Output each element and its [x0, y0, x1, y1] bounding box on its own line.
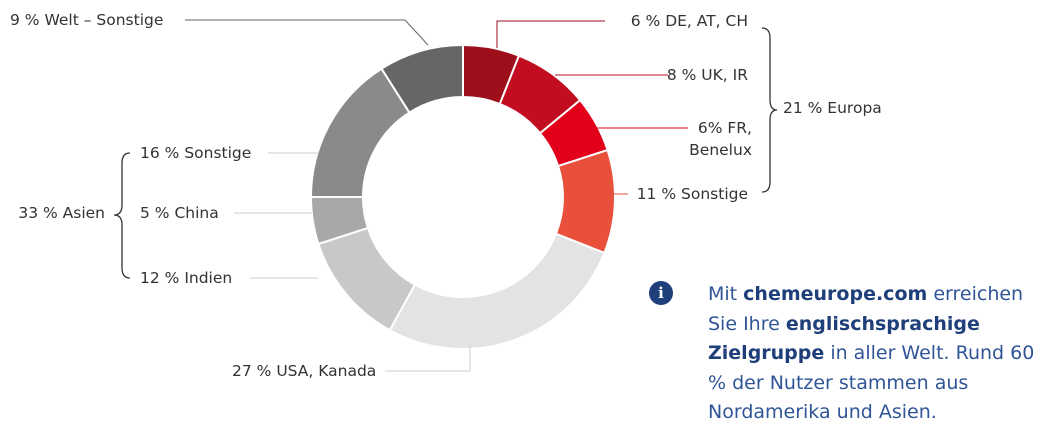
value-label: 8 %	[666, 66, 697, 84]
segment-label: 6 % DE, AT, CH	[631, 10, 748, 32]
category-label: Welt – Sonstige	[44, 11, 164, 29]
note-text: erreichen Sie Ihre	[708, 283, 1024, 335]
note-text: Mit	[708, 283, 744, 305]
info-note: Mit chemeurope.com erreichen Sie Ihre en…	[708, 280, 1038, 428]
value-label: 12 %	[140, 269, 180, 287]
leader-line	[185, 19, 429, 46]
group-label: 33 % Asien	[18, 204, 105, 222]
info-icon: i	[649, 281, 673, 305]
category-label: Sonstige	[184, 144, 252, 162]
value-label: 16 %	[140, 144, 180, 162]
value-label: 27 %	[232, 362, 272, 380]
category-label: Sonstige	[681, 185, 748, 203]
value-label: 5 %	[140, 204, 170, 222]
brace	[761, 27, 778, 193]
category-label: China	[174, 204, 219, 222]
note-text: in aller Welt. Rund 60 % der Nutzer stam…	[708, 342, 1035, 423]
segment-label: 9 % Welt – Sonstige	[10, 9, 163, 31]
value-label: 11 %	[636, 185, 677, 203]
value-label: 6%	[697, 119, 723, 137]
donut-segment	[388, 232, 606, 350]
segment-label: 6% FR, Benelux	[672, 117, 752, 161]
brace	[113, 152, 131, 279]
segment-label: 16 % Sonstige	[140, 142, 251, 164]
segment-label: 5 % China	[140, 202, 219, 224]
category-label: DE, AT, CH	[665, 12, 748, 30]
leader-line	[385, 345, 471, 372]
note-bold: englischsprachige Zielgruppe	[708, 312, 980, 365]
category-label: USA, Kanada	[276, 362, 377, 380]
segment-label: 27 % USA, Kanada	[232, 360, 376, 382]
value-label: 6 %	[630, 12, 661, 30]
note-bold: chemeurope.com	[743, 283, 928, 305]
group-label: 21 % Europa	[783, 99, 882, 117]
category-label: Indien	[184, 269, 233, 287]
category-label: UK, IR	[701, 66, 748, 84]
segment-label: 11 % Sonstige	[637, 183, 748, 205]
leader-line	[496, 20, 605, 48]
category-label: FR, Benelux	[689, 119, 752, 159]
donut-segment	[380, 43, 464, 114]
segment-label: 12 % Indien	[140, 267, 232, 289]
value-label: 9 %	[10, 11, 40, 29]
segment-label: 8 % UK, IR	[667, 64, 748, 86]
